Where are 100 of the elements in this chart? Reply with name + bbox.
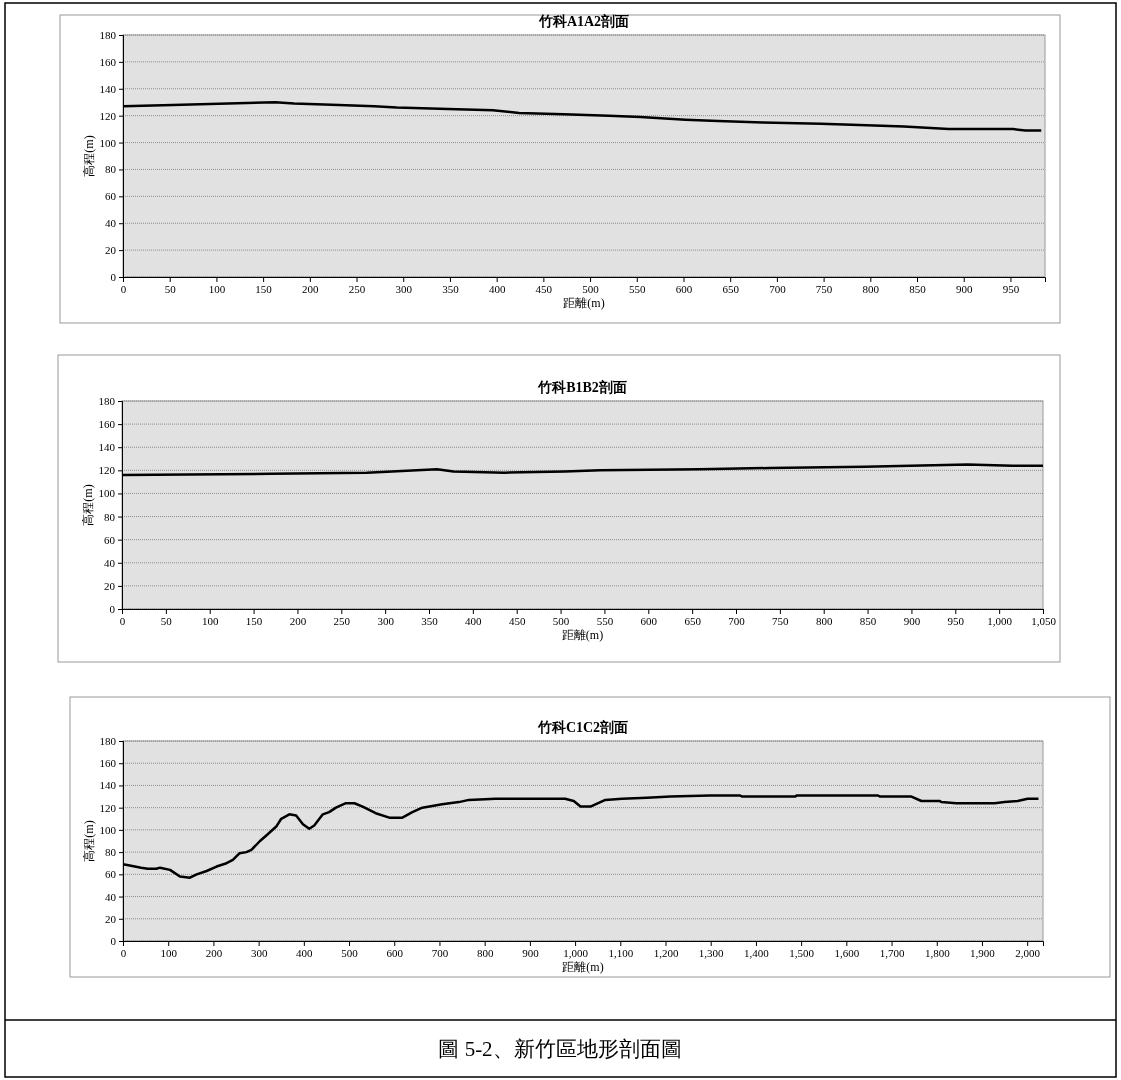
x-tick-label: 800 (815, 614, 833, 627)
x-tick-label: 200 (302, 282, 320, 295)
x-tick-label: 1,500 (789, 946, 815, 959)
x-tick-label: 1,800 (924, 946, 951, 959)
y-tick-label: 40 (105, 217, 117, 230)
y-tick-label: 40 (104, 556, 116, 569)
y-axis-title: 高程(m) (81, 484, 95, 526)
x-tick-label: 100 (160, 946, 178, 959)
x-tick-label: 1,900 (970, 946, 996, 959)
y-tick-label: 100 (98, 487, 116, 500)
x-tick-label: 650 (722, 282, 740, 295)
x-tick-label: 350 (442, 282, 460, 295)
x-tick-label: 0 (120, 946, 127, 959)
y-tick-label: 20 (104, 579, 116, 592)
x-tick-label: 1,100 (608, 946, 634, 959)
x-tick-label: 450 (508, 614, 526, 627)
x-tick-label: 900 (955, 282, 973, 295)
x-tick-label: 1,050 (1031, 614, 1057, 627)
y-tick-label: 180 (98, 395, 116, 408)
x-tick-label: 550 (596, 614, 614, 627)
caption: 圖 5-2、新竹區地形剖面圖 (438, 1037, 682, 1061)
x-tick-label: 400 (465, 614, 483, 627)
x-tick-label: 250 (333, 614, 351, 627)
x-tick-label: 150 (255, 282, 273, 295)
x-axis-title: 距離(m) (561, 628, 604, 642)
x-tick-label: 600 (640, 614, 658, 627)
x-tick-label: 700 (728, 614, 746, 627)
x-tick-label: 600 (675, 282, 693, 295)
y-tick-label: 140 (99, 82, 117, 95)
y-tick-label: 100 (99, 823, 117, 836)
x-tick-label: 850 (909, 282, 927, 295)
x-tick-label: 700 (431, 946, 449, 959)
x-tick-label: 450 (535, 282, 553, 295)
y-tick-label: 80 (104, 510, 116, 523)
x-tick-label: 500 (341, 946, 359, 959)
y-tick-label: 160 (99, 757, 117, 770)
x-tick-label: 700 (769, 282, 787, 295)
x-tick-label: 500 (582, 282, 600, 295)
x-tick-label: 0 (119, 614, 126, 627)
y-tick-label: 60 (104, 533, 116, 546)
x-tick-label: 1,700 (879, 946, 905, 959)
x-tick-label: 1,000 (987, 614, 1013, 627)
x-axis-title: 距離(m) (563, 296, 605, 310)
y-tick-label: 80 (105, 163, 117, 176)
y-tick-label: 140 (98, 441, 116, 454)
x-tick-label: 550 (629, 282, 647, 295)
x-tick-label: 900 (522, 946, 540, 959)
x-axis-title: 距離(m) (562, 960, 604, 974)
x-tick-label: 250 (348, 282, 366, 295)
x-tick-label: 600 (386, 946, 404, 959)
x-tick-label: 50 (160, 614, 173, 627)
x-tick-label: 350 (421, 614, 439, 627)
chart-title: 竹科A1A2剖面 (537, 13, 630, 29)
x-tick-label: 950 (1002, 282, 1020, 295)
x-tick-label: 1,000 (563, 946, 589, 959)
y-tick-label: 120 (99, 801, 117, 814)
x-tick-label: 200 (205, 946, 223, 959)
x-tick-label: 100 (208, 282, 226, 295)
x-tick-label: 100 (201, 614, 219, 627)
x-tick-label: 0 (120, 282, 127, 295)
x-tick-label: 650 (684, 614, 702, 627)
y-tick-label: 60 (105, 190, 117, 203)
x-tick-label: 500 (552, 614, 570, 627)
x-tick-label: 750 (772, 614, 790, 627)
x-tick-label: 950 (947, 614, 965, 627)
x-tick-label: 900 (903, 614, 921, 627)
x-tick-label: 200 (289, 614, 307, 627)
y-tick-label: 120 (99, 109, 117, 122)
y-tick-label: 120 (98, 464, 116, 477)
y-tick-label: 20 (105, 912, 117, 925)
y-tick-label: 40 (105, 890, 117, 903)
y-tick-label: 180 (99, 735, 117, 748)
x-tick-label: 750 (815, 282, 833, 295)
x-tick-label: 400 (488, 282, 506, 295)
x-tick-label: 300 (395, 282, 413, 295)
y-tick-label: 20 (105, 244, 117, 257)
y-tick-label: 160 (99, 55, 117, 68)
x-tick-label: 800 (476, 946, 494, 959)
y-tick-label: 140 (99, 779, 117, 792)
y-tick-label: 100 (99, 136, 117, 149)
y-tick-label: 60 (105, 868, 117, 881)
y-tick-label: 0 (109, 603, 116, 616)
y-axis-title: 高程(m) (82, 135, 96, 177)
y-tick-label: 180 (99, 29, 117, 42)
x-tick-label: 1,300 (698, 946, 725, 959)
x-tick-label: 1,200 (653, 946, 679, 959)
x-tick-label: 300 (250, 946, 268, 959)
x-tick-label: 2,000 (1015, 946, 1041, 959)
chart-title: 竹科B1B2剖面 (537, 379, 627, 395)
x-tick-label: 50 (164, 282, 177, 295)
x-tick-label: 1,600 (834, 946, 860, 959)
y-tick-label: 80 (105, 846, 117, 859)
y-tick-label: 160 (98, 418, 116, 431)
x-tick-label: 300 (377, 614, 395, 627)
chart-title: 竹科C1C2剖面 (536, 719, 629, 735)
x-tick-label: 150 (245, 614, 263, 627)
y-tick-label: 0 (110, 271, 117, 284)
x-tick-label: 800 (862, 282, 880, 295)
y-axis-title: 高程(m) (82, 820, 96, 862)
x-tick-label: 850 (859, 614, 877, 627)
